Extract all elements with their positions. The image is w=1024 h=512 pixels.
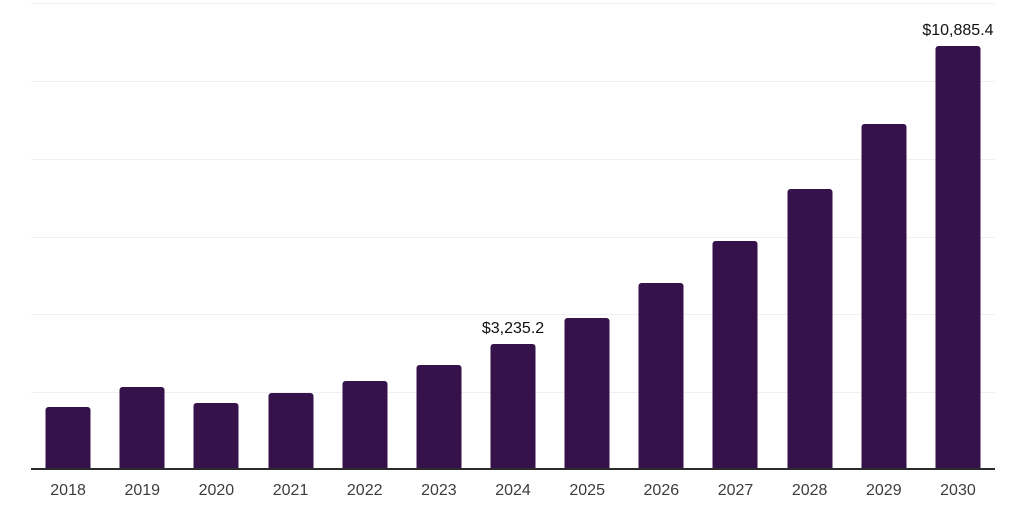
bar-cell-2019 xyxy=(105,3,179,470)
x-tick-label-2022: 2022 xyxy=(346,482,383,499)
x-axis-line xyxy=(31,468,995,470)
bar-cell-2018 xyxy=(31,3,105,470)
plot-area: $3,235.2 $10,885.4 xyxy=(31,3,995,470)
gridline-6000 xyxy=(31,236,995,238)
x-tick-label-2023: 2023 xyxy=(421,482,457,499)
bar-2024 xyxy=(490,344,536,470)
bar-2020 xyxy=(193,403,239,470)
bar-2021 xyxy=(268,393,314,470)
bar-cell-2020 xyxy=(179,3,253,470)
gridline-8000 xyxy=(31,158,995,160)
bar-cell-2024: $3,235.2 xyxy=(476,3,550,470)
bar-2019 xyxy=(119,387,165,470)
x-tick-label-2025: 2025 xyxy=(569,482,605,499)
bar-cell-2021 xyxy=(253,3,327,470)
x-tick-label-2029: 2029 xyxy=(866,482,902,499)
bar-2025 xyxy=(564,318,610,470)
bar-2026 xyxy=(638,282,684,470)
bar-cell-2029 xyxy=(847,3,921,470)
bar-2018 xyxy=(45,406,91,470)
bar-cell-2030: $10,885.4 xyxy=(921,3,995,470)
bar-cell-2022 xyxy=(328,3,402,470)
x-tick-label-2030: 2030 xyxy=(940,482,976,499)
gridline-4000 xyxy=(31,314,995,316)
gridline-10000 xyxy=(31,80,995,82)
bar-2029 xyxy=(861,124,907,470)
x-axis-tick-labels: 2018 2019 2020 2021 2022 2023 2024 2025 2026 2027… xyxy=(31,470,995,512)
x-tick-label-2026: 2026 xyxy=(643,482,680,499)
x-tick-label-2019: 2019 xyxy=(124,482,161,499)
bar-cell-2028 xyxy=(773,3,847,470)
bar-cell-2027 xyxy=(698,3,772,470)
bar-2030 xyxy=(935,46,981,470)
x-tick-label-2027: 2027 xyxy=(717,482,754,499)
data-label-2030: $10,885.4 xyxy=(922,22,994,40)
bar-2022 xyxy=(342,380,388,470)
bars-container: $3,235.2 $10,885.4 xyxy=(31,3,995,470)
bar-2023 xyxy=(416,364,462,470)
x-tick-label-2018: 2018 xyxy=(50,482,86,499)
x-tick-label-2020: 2020 xyxy=(198,482,235,499)
bar-cell-2025 xyxy=(550,3,624,470)
bar-2028 xyxy=(787,189,833,470)
bar-cell-2026 xyxy=(624,3,698,470)
x-tick-label-2024: 2024 xyxy=(495,482,531,499)
gridline-12000 xyxy=(31,3,995,4)
x-tick-label-2028: 2028 xyxy=(791,482,828,499)
data-label-2024: $3,235.2 xyxy=(481,320,545,338)
bar-2027 xyxy=(712,240,758,470)
bar-cell-2023 xyxy=(402,3,476,470)
x-tick-label-2021: 2021 xyxy=(272,482,309,499)
